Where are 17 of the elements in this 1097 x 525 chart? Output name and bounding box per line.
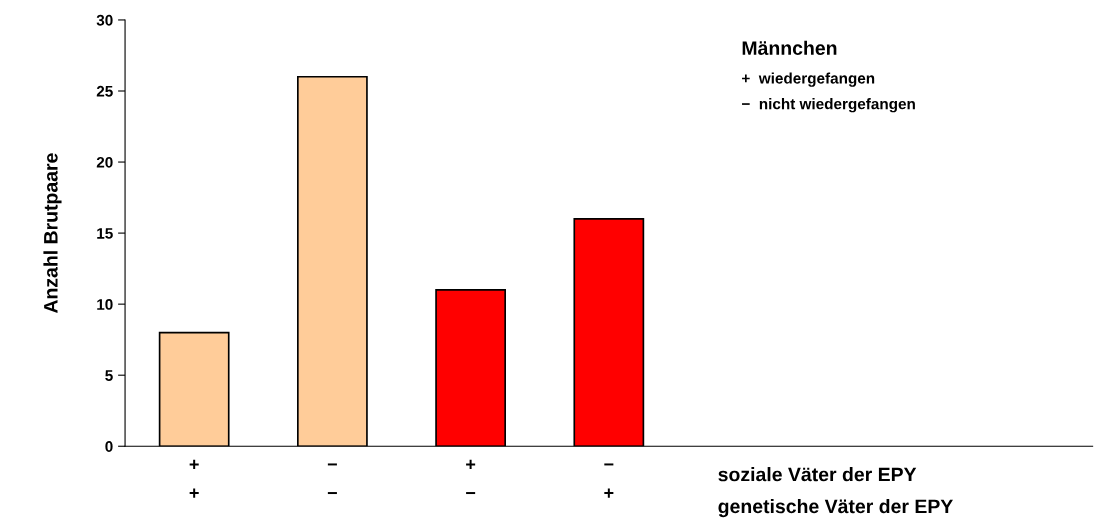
text: genetische Väter der EPY [718, 498, 953, 518]
annotation: + wiedergefangen [742, 72, 875, 87]
annotation: Männchen [742, 40, 837, 56]
category-label: + − [466, 459, 476, 495]
y-tick-label: 5 [105, 370, 113, 381]
x-tick-label: + + [189, 459, 199, 498]
y-tick-label: 20 [96, 156, 113, 168]
y-tick-label: 0 [105, 441, 113, 452]
y-tick-label: 25 [96, 85, 113, 97]
annotation: − nicht wiedergefangen [742, 98, 915, 113]
category-label: − + [604, 463, 614, 498]
y-tick-label: 15 [97, 228, 113, 239]
y-axis-title: Anzahl Brutpaare [43, 153, 62, 314]
category-label: − − [327, 463, 337, 495]
y-tick-label: 10 [97, 299, 113, 310]
text: soziale Väter der EPY [718, 467, 917, 482]
y-tick-label: 30 [96, 14, 113, 26]
